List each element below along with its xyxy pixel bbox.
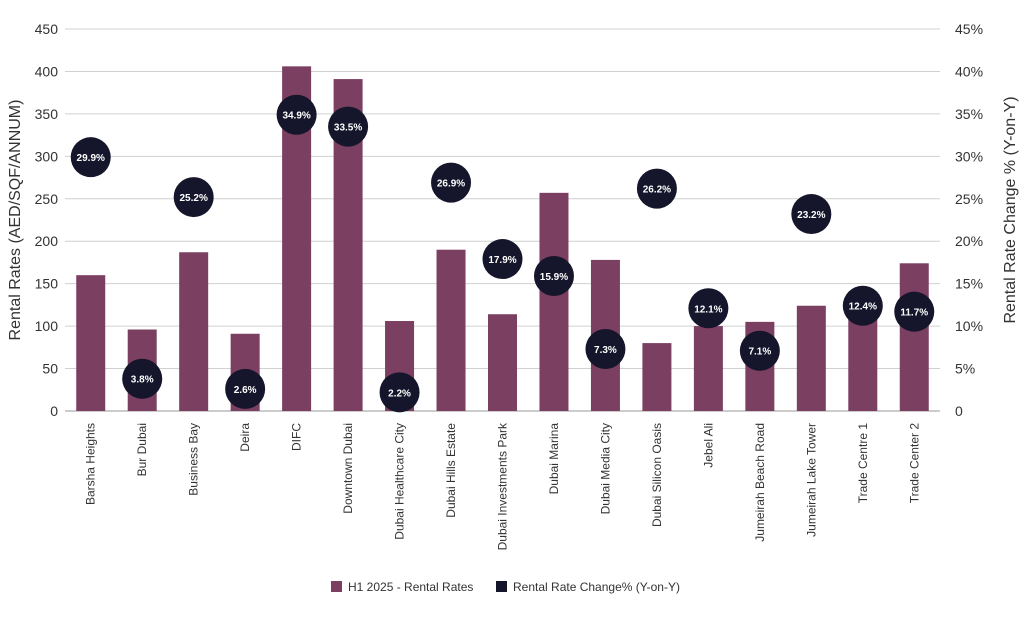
bubble-label: 15.9% <box>540 272 568 283</box>
right-tick-label: 40% <box>955 63 983 79</box>
bubble-point <box>533 256 574 297</box>
bubble-label: 2.2% <box>388 388 411 399</box>
category-label: Dubai Media City <box>598 423 612 514</box>
category-label: Jumeirah Lake Tower <box>804 423 818 537</box>
left-tick-label: 200 <box>35 233 59 249</box>
bubble-label: 23.2% <box>797 210 825 221</box>
legend-swatch-bubbles <box>496 581 507 592</box>
bubble-point <box>739 330 780 371</box>
category-label: Dubai Healthcare City <box>393 423 407 540</box>
left-tick-label: 100 <box>35 318 59 334</box>
left-tick-label: 450 <box>35 21 59 37</box>
bubble-point <box>431 162 472 203</box>
category-label: Barsha Heights <box>84 423 98 505</box>
category-label: DIFC <box>290 423 304 451</box>
bar <box>693 326 723 411</box>
right-tick-label: 0 <box>955 403 963 419</box>
bubble-label: 12.4% <box>849 302 877 313</box>
left-tick-label: 350 <box>35 106 59 122</box>
left-tick-label: 150 <box>35 276 59 292</box>
bubble-label: 34.9% <box>282 111 310 122</box>
right-tick-label: 20% <box>955 233 983 249</box>
bubble-point <box>70 137 111 178</box>
right-axis-ticks: 0 5% 10% 15% 20% 25% 30% 35% 40% 45% <box>955 21 983 419</box>
bubble-label: 2.6% <box>234 385 257 396</box>
bubble-label: 17.9% <box>488 255 516 266</box>
legend-swatch-bars <box>331 581 342 592</box>
category-label: Business Bay <box>187 423 201 496</box>
bubble-label: 25.2% <box>179 193 207 204</box>
right-tick-label: 25% <box>955 191 983 207</box>
bubble-point <box>688 288 729 329</box>
left-tick-label: 50 <box>42 361 58 377</box>
bubble-label: 29.9% <box>77 153 105 164</box>
category-label: Trade Center 2 <box>907 423 921 504</box>
bar <box>642 343 672 411</box>
bubble-point <box>379 372 420 413</box>
bubble-point <box>122 358 163 399</box>
left-tick-label: 0 <box>50 403 58 419</box>
bar <box>796 305 826 411</box>
category-label: Dubai Marina <box>547 423 561 495</box>
bubble-point <box>894 291 935 332</box>
bubble-point <box>791 194 832 235</box>
bubble-label: 12.1% <box>694 304 722 315</box>
bar-series <box>76 66 929 412</box>
bubble-label: 7.3% <box>594 345 617 356</box>
category-label: Dubai Silicon Oasis <box>650 423 664 527</box>
bar <box>76 275 106 411</box>
legend-label-bubbles: Rental Rate Change% (Y-on-Y) <box>513 580 680 594</box>
bubble-label: 7.1% <box>748 347 771 358</box>
bubble-point <box>482 239 523 280</box>
category-label: Deira <box>238 423 252 452</box>
bar <box>899 263 929 411</box>
bubble-label: 26.2% <box>643 185 671 196</box>
right-tick-label: 45% <box>955 21 983 37</box>
bubble-label: 3.8% <box>131 375 154 386</box>
right-tick-label: 5% <box>955 361 975 377</box>
bar <box>488 314 517 411</box>
bubble-label: 26.9% <box>437 179 465 190</box>
legend: H1 2025 - Rental Rates Rental Rate Chang… <box>331 580 680 594</box>
left-axis-ticks: 0 50 100 150 200 250 300 350 400 450 <box>35 21 59 419</box>
right-tick-label: 15% <box>955 276 983 292</box>
right-tick-label: 10% <box>955 318 983 334</box>
category-label: Downtown Dubai <box>341 423 355 514</box>
category-label: Bur Dubai <box>135 423 149 476</box>
left-tick-label: 250 <box>35 191 59 207</box>
bar <box>179 252 209 411</box>
bubble-label: 33.5% <box>334 123 362 134</box>
bubble-point <box>842 285 883 326</box>
bubble-point <box>276 94 317 135</box>
bubble-point <box>585 329 626 370</box>
legend-label-bars: H1 2025 - Rental Rates <box>348 580 473 594</box>
category-label: Jebel Ali <box>701 423 715 468</box>
category-label: Dubai Investments Park <box>496 422 510 550</box>
bar <box>436 249 466 411</box>
bar <box>539 192 569 411</box>
category-label: Jumeirah Beach Road <box>753 423 767 542</box>
category-labels: Barsha Heights Bur Dubai Business Bay Deira… <box>84 422 922 550</box>
left-tick-label: 300 <box>35 148 59 164</box>
bubble-point <box>636 168 677 209</box>
left-axis-title: Rental Rates (AED/SQF/ANNUM) <box>7 100 24 341</box>
bubble-label: 11.7% <box>900 308 928 319</box>
bubble-series: 29.9% 3.8% 25.2% 2.6% 34.9% 33.5% 2.2% 26.9% 17.… <box>70 94 935 413</box>
right-tick-label: 35% <box>955 106 983 122</box>
category-label: Dubai Hills Estate <box>444 423 458 518</box>
bubble-point <box>173 177 214 218</box>
right-axis-title: Rental Rate Change % (Y-on-Y) <box>1002 96 1019 323</box>
bubble-point <box>328 106 369 147</box>
category-label: Trade Centre 1 <box>856 423 870 504</box>
right-tick-label: 30% <box>955 148 983 164</box>
bubble-point <box>225 368 266 409</box>
left-tick-label: 400 <box>35 63 59 79</box>
bar <box>848 313 878 411</box>
